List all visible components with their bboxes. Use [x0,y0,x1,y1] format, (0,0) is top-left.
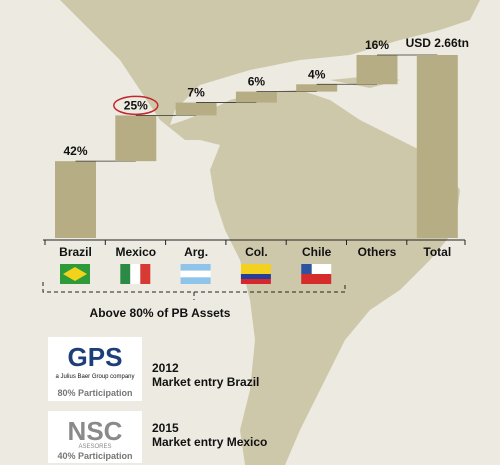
value-label: 7% [187,86,205,100]
flag [130,264,141,284]
logo-sub: a Julius Baer Group company [55,374,134,380]
flag [240,279,271,284]
flag [301,264,312,274]
flag [240,274,271,279]
logo: NSC [68,416,123,446]
year: 2015 [152,421,179,435]
flag [240,264,271,274]
bar [175,102,217,116]
logo-sub: ASESORES [78,444,111,450]
participation: 80% Participation [57,388,132,398]
category-label: Col. [245,245,268,259]
bar [235,91,277,103]
bar [296,84,338,92]
value-label: 4% [308,67,326,81]
category-label: Brazil [59,245,92,259]
total-bar [416,55,458,238]
year: 2012 [152,361,179,375]
value-label: 42% [63,144,87,158]
bracket-label: Above 80% of PB Assets [90,306,231,320]
bar [115,115,157,162]
flag [120,264,131,284]
participation: 40% Participation [57,451,132,461]
map [60,0,480,465]
category-label: Others [358,245,397,259]
entry-1: GPS a Julius Baer Group company 80% Part… [48,337,259,401]
category-label: Mexico [115,245,156,259]
value-label: 6% [248,75,266,89]
flag [140,264,151,284]
logo: GPS [68,342,123,372]
flag [180,277,211,284]
flag [180,264,211,271]
value-label: 25% [124,98,148,112]
flag [63,267,87,281]
bracket [42,282,346,300]
logo-box [48,411,142,463]
entry-text: Market entry Brazil [152,375,259,389]
bar [356,55,398,85]
entry-2: NSC ASESORES 40% Participation 2015 Mark… [48,411,267,463]
category-label: Arg. [184,245,208,259]
flag [301,264,332,274]
highlight [113,95,159,116]
entry-text: Market entry Mexico [152,435,267,449]
logo-box [48,337,142,401]
flag [180,270,211,278]
value-label: 16% [365,38,389,52]
bar [55,161,96,238]
category-label: Chile [302,245,332,259]
chart: Above 80% of PB Assets 42% Brazil 25% Mexic… [42,36,469,320]
flag [301,274,332,284]
total-value-label: USD 2.66tn [406,36,469,50]
category-label: Total [423,245,451,259]
